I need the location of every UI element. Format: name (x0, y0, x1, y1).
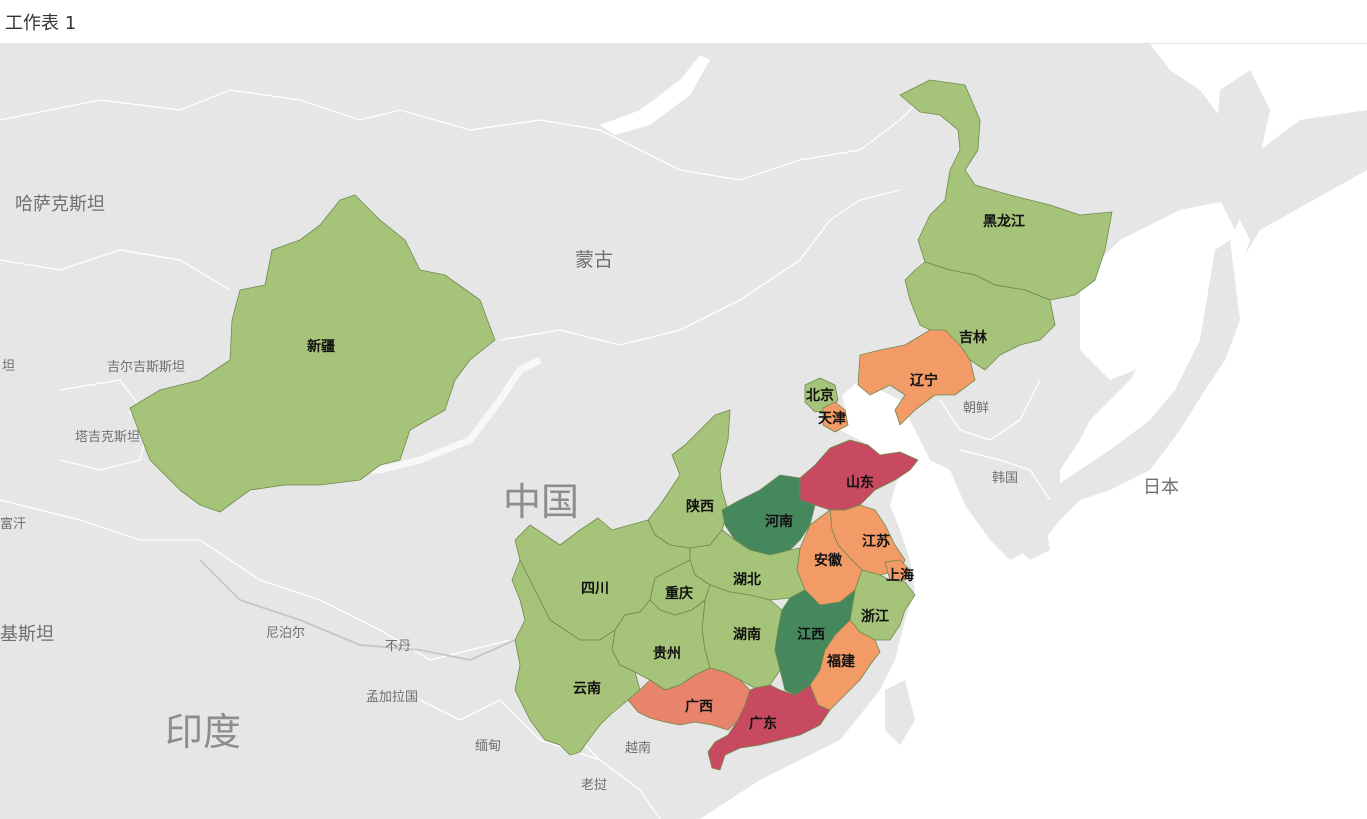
label-kyrgyzstan: 吉尔吉斯斯坦 (107, 360, 185, 375)
label-laos: 老挝 (581, 778, 607, 793)
label-xinjiang: 新疆 (307, 338, 335, 355)
label-liaoning: 辽宁 (910, 372, 938, 389)
label-nepal: 尼泊尔 (266, 626, 305, 641)
japan-islands (885, 70, 1270, 745)
label-jilin: 吉林 (959, 329, 987, 346)
country-labels: 哈萨克斯坦 蒙古 吉尔吉斯斯坦 塔吉克斯坦 中国 朝鲜 韩国 日本 尼泊尔 不丹… (0, 194, 1179, 793)
province-tianjin[interactable] (822, 401, 849, 433)
label-shaanxi: 陕西 (686, 498, 714, 515)
sea-of-japan (1080, 200, 1250, 380)
label-north-korea: 朝鲜 (963, 401, 989, 416)
label-japan: 日本 (1143, 477, 1179, 498)
label-pakistan-partial: 基斯坦 (0, 624, 54, 645)
province-guangdong[interactable] (707, 684, 831, 771)
label-guangxi: 广西 (685, 698, 713, 715)
label-shanghai: 上海 (886, 567, 914, 584)
sheet-title: 工作表 1 (5, 13, 77, 34)
sheet-header: 工作表 1 (0, 0, 1367, 44)
label-myanmar: 缅甸 (475, 739, 501, 754)
label-vietnam: 越南 (625, 740, 651, 756)
label-tajikistan: 塔吉克斯坦 (75, 430, 140, 445)
label-beijing: 北京 (806, 387, 834, 404)
label-hunan: 湖南 (733, 626, 761, 643)
label-kazakhstan: 哈萨克斯坦 (15, 194, 105, 215)
label-fujian: 福建 (826, 653, 855, 670)
label-guizhou: 贵州 (653, 645, 681, 662)
province-shandong[interactable] (799, 439, 919, 511)
label-shandong: 山东 (846, 474, 874, 491)
province-xinjiang[interactable] (129, 194, 496, 513)
label-china: 中国 (503, 480, 579, 524)
map-view[interactable]: 哈萨克斯坦 蒙古 吉尔吉斯斯坦 塔吉克斯坦 中国 朝鲜 韩国 日本 尼泊尔 不丹… (0, 44, 1367, 819)
label-guangdong: 广东 (749, 715, 777, 732)
label-jiangxi: 江西 (797, 626, 825, 643)
label-india: 印度 (165, 710, 241, 754)
label-anhui: 安徽 (814, 552, 843, 569)
label-mongolia: 蒙古 (575, 249, 613, 271)
label-jiangsu: 江苏 (862, 533, 890, 550)
province-liaoning[interactable] (857, 329, 976, 426)
label-south-korea: 韩国 (992, 471, 1018, 486)
label-hubei: 湖北 (733, 572, 761, 588)
province-shanghai[interactable] (884, 559, 911, 581)
label-henan: 河南 (765, 513, 793, 530)
lake-baikal (600, 55, 710, 135)
label-yunnan: 云南 (573, 680, 601, 697)
label-sichuan: 四川 (581, 581, 609, 597)
yellow-sea-east-china-sea (700, 170, 1367, 819)
label-uzbek-partial: 坦 (2, 359, 15, 374)
label-tianjin: 天津 (818, 410, 846, 427)
label-chongqing: 重庆 (665, 585, 693, 602)
label-zhejiang: 浙江 (861, 608, 889, 625)
province-yunnan[interactable] (511, 559, 641, 756)
label-bhutan: 不丹 (385, 639, 411, 654)
label-afghanistan-partial: 富汗 (0, 516, 26, 532)
label-heilongjiang: 黑龙江 (983, 213, 1025, 230)
province-labels: 新疆 黑龙江 吉林 辽宁 北京 天津 山东 陕西 河南 江苏 安徽 上海 湖北 … (307, 213, 1025, 732)
province-jilin[interactable] (904, 261, 1056, 371)
provinces-layer (129, 79, 1113, 771)
china-province-map[interactable]: 哈萨克斯坦 蒙古 吉尔吉斯斯坦 塔吉克斯坦 中国 朝鲜 韩国 日本 尼泊尔 不丹… (0, 44, 1367, 819)
label-bangladesh: 孟加拉国 (366, 690, 418, 705)
